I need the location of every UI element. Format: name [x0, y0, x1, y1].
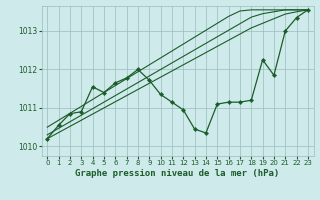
X-axis label: Graphe pression niveau de la mer (hPa): Graphe pression niveau de la mer (hPa) — [76, 169, 280, 178]
